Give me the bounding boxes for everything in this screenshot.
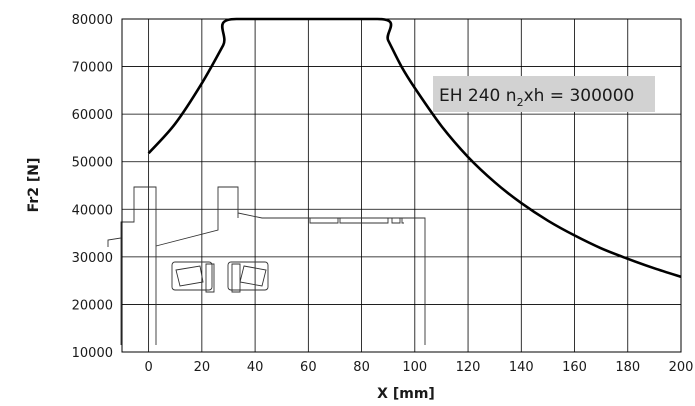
annotation-box: EH 240 n2xh = 300000	[433, 76, 655, 112]
shaft-drawing	[107, 186, 426, 345]
bearing-left	[171, 261, 213, 291]
annotation-subscript: 2	[517, 96, 524, 109]
plot-frame	[121, 18, 682, 353]
y-tick-label: 30000	[72, 251, 113, 266]
plot-border	[121, 18, 682, 353]
shaft-outline	[107, 186, 157, 345]
y-axis-title: Fr2 [N]	[26, 158, 42, 213]
shaft-taper	[155, 186, 426, 345]
x-tick-labels: 0 20 40 60 80 100 120 140 160 180 200	[144, 360, 693, 375]
y-tick-label: 70000	[72, 61, 113, 76]
y-tick-labels: 10000 20000 30000 40000 50000 60000 70000 80000	[72, 13, 113, 361]
annotation-prefix: EH 240 n	[439, 86, 517, 106]
shaft-key-groove	[309, 218, 404, 224]
x-tick-label: 60	[300, 360, 317, 375]
y-tick-label: 60000	[72, 108, 113, 123]
x-tick-label: 0	[144, 360, 152, 375]
bearing-right	[227, 261, 269, 291]
x-tick-label: 80	[353, 360, 370, 375]
y-tick-label: 10000	[72, 346, 113, 361]
x-tick-label: 40	[247, 360, 264, 375]
data-series	[147, 17, 682, 279]
y-tick-label: 20000	[72, 298, 113, 313]
x-tick-label: 120	[456, 360, 481, 375]
series-line	[147, 17, 682, 279]
x-tick-label: 160	[562, 360, 587, 375]
x-tick-label: 200	[669, 360, 694, 375]
bearing-right-roller	[231, 263, 267, 293]
x-tick-label: 100	[402, 360, 427, 375]
x-tick-label: 20	[194, 360, 211, 375]
y-tick-label: 40000	[72, 203, 113, 218]
annotation-background	[433, 76, 655, 112]
x-tick-label: 180	[615, 360, 640, 375]
x-axis-title: X [mm]	[377, 386, 435, 402]
y-tick-label: 80000	[72, 13, 113, 28]
bearing-left-roller	[175, 263, 215, 293]
y-tick-label: 50000	[72, 156, 113, 171]
x-tick-label: 140	[509, 360, 534, 375]
annotation-suffix: xh = 300000	[524, 86, 635, 106]
annotation-text: EH 240 n2xh = 300000	[439, 86, 634, 109]
